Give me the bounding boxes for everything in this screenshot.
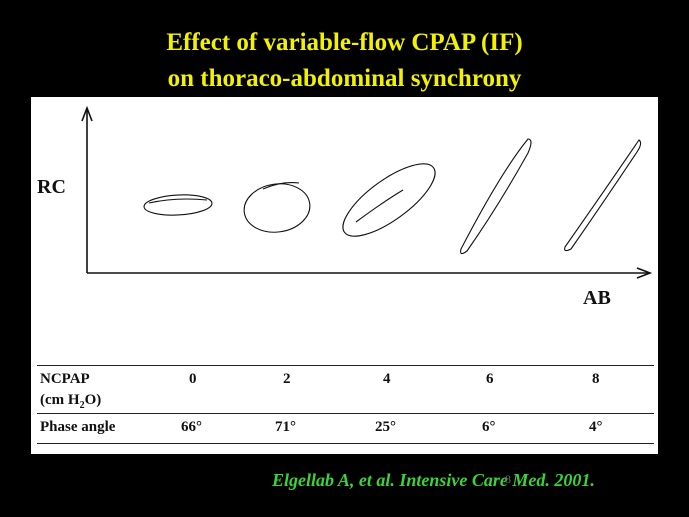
ncpap-row-unit: (cm H2O): [40, 392, 102, 411]
ncpap-value: 4: [383, 371, 391, 387]
ncpap-value: 0: [189, 371, 197, 387]
ncpap-value: 2: [283, 371, 291, 387]
table-rule-top: [37, 365, 654, 366]
loop-ncpap-0: [143, 194, 213, 216]
phase-angle-value: 71°: [275, 419, 296, 435]
loop-ncpap-0-inner: [148, 198, 208, 204]
phase-angle-row-label: Phase angle: [40, 419, 116, 435]
table-rule-bottom: [37, 443, 654, 444]
y-axis-label: RC: [37, 176, 66, 198]
loop-ncpap-4-inner: [355, 189, 404, 223]
axes: [81, 105, 653, 279]
slide-title-line1: Effect of variable-flow CPAP (IF): [166, 29, 523, 56]
loop-ncpap-2: [243, 183, 311, 233]
ncpap-value: 6: [486, 371, 494, 387]
y-axis-arrow: [81, 105, 93, 122]
x-axis-arrow: [636, 267, 653, 279]
citation: Elgellab A, et al. Intensive Care Med. 2…: [272, 470, 595, 490]
phase-angle-value: 4°: [589, 419, 603, 435]
ncpap-row-label: NCPAP: [40, 371, 90, 387]
loop-ncpap-4: [342, 163, 436, 237]
loop-ncpap-6: [460, 138, 532, 255]
phase-angle-value: 66°: [181, 419, 202, 435]
slide-number: 8: [505, 472, 511, 486]
loop-ncpap-2-inner: [262, 182, 300, 190]
phase-angle-value: 25°: [375, 419, 396, 435]
loops-diagram: [81, 105, 653, 279]
loop-ncpap-8: [564, 139, 642, 252]
ncpap-value: 8: [592, 371, 600, 387]
slide-title-line2: on thoraco-abdominal synchrony: [167, 65, 522, 92]
phase-angle-value: 6°: [482, 419, 496, 435]
table-rule-middle: [37, 413, 654, 414]
diagram-panel: RC AB NCPAP (cm H2O) Phase angle 0 2 4 6…: [31, 97, 658, 454]
loops: [143, 138, 642, 255]
x-axis-label: AB: [583, 287, 611, 309]
